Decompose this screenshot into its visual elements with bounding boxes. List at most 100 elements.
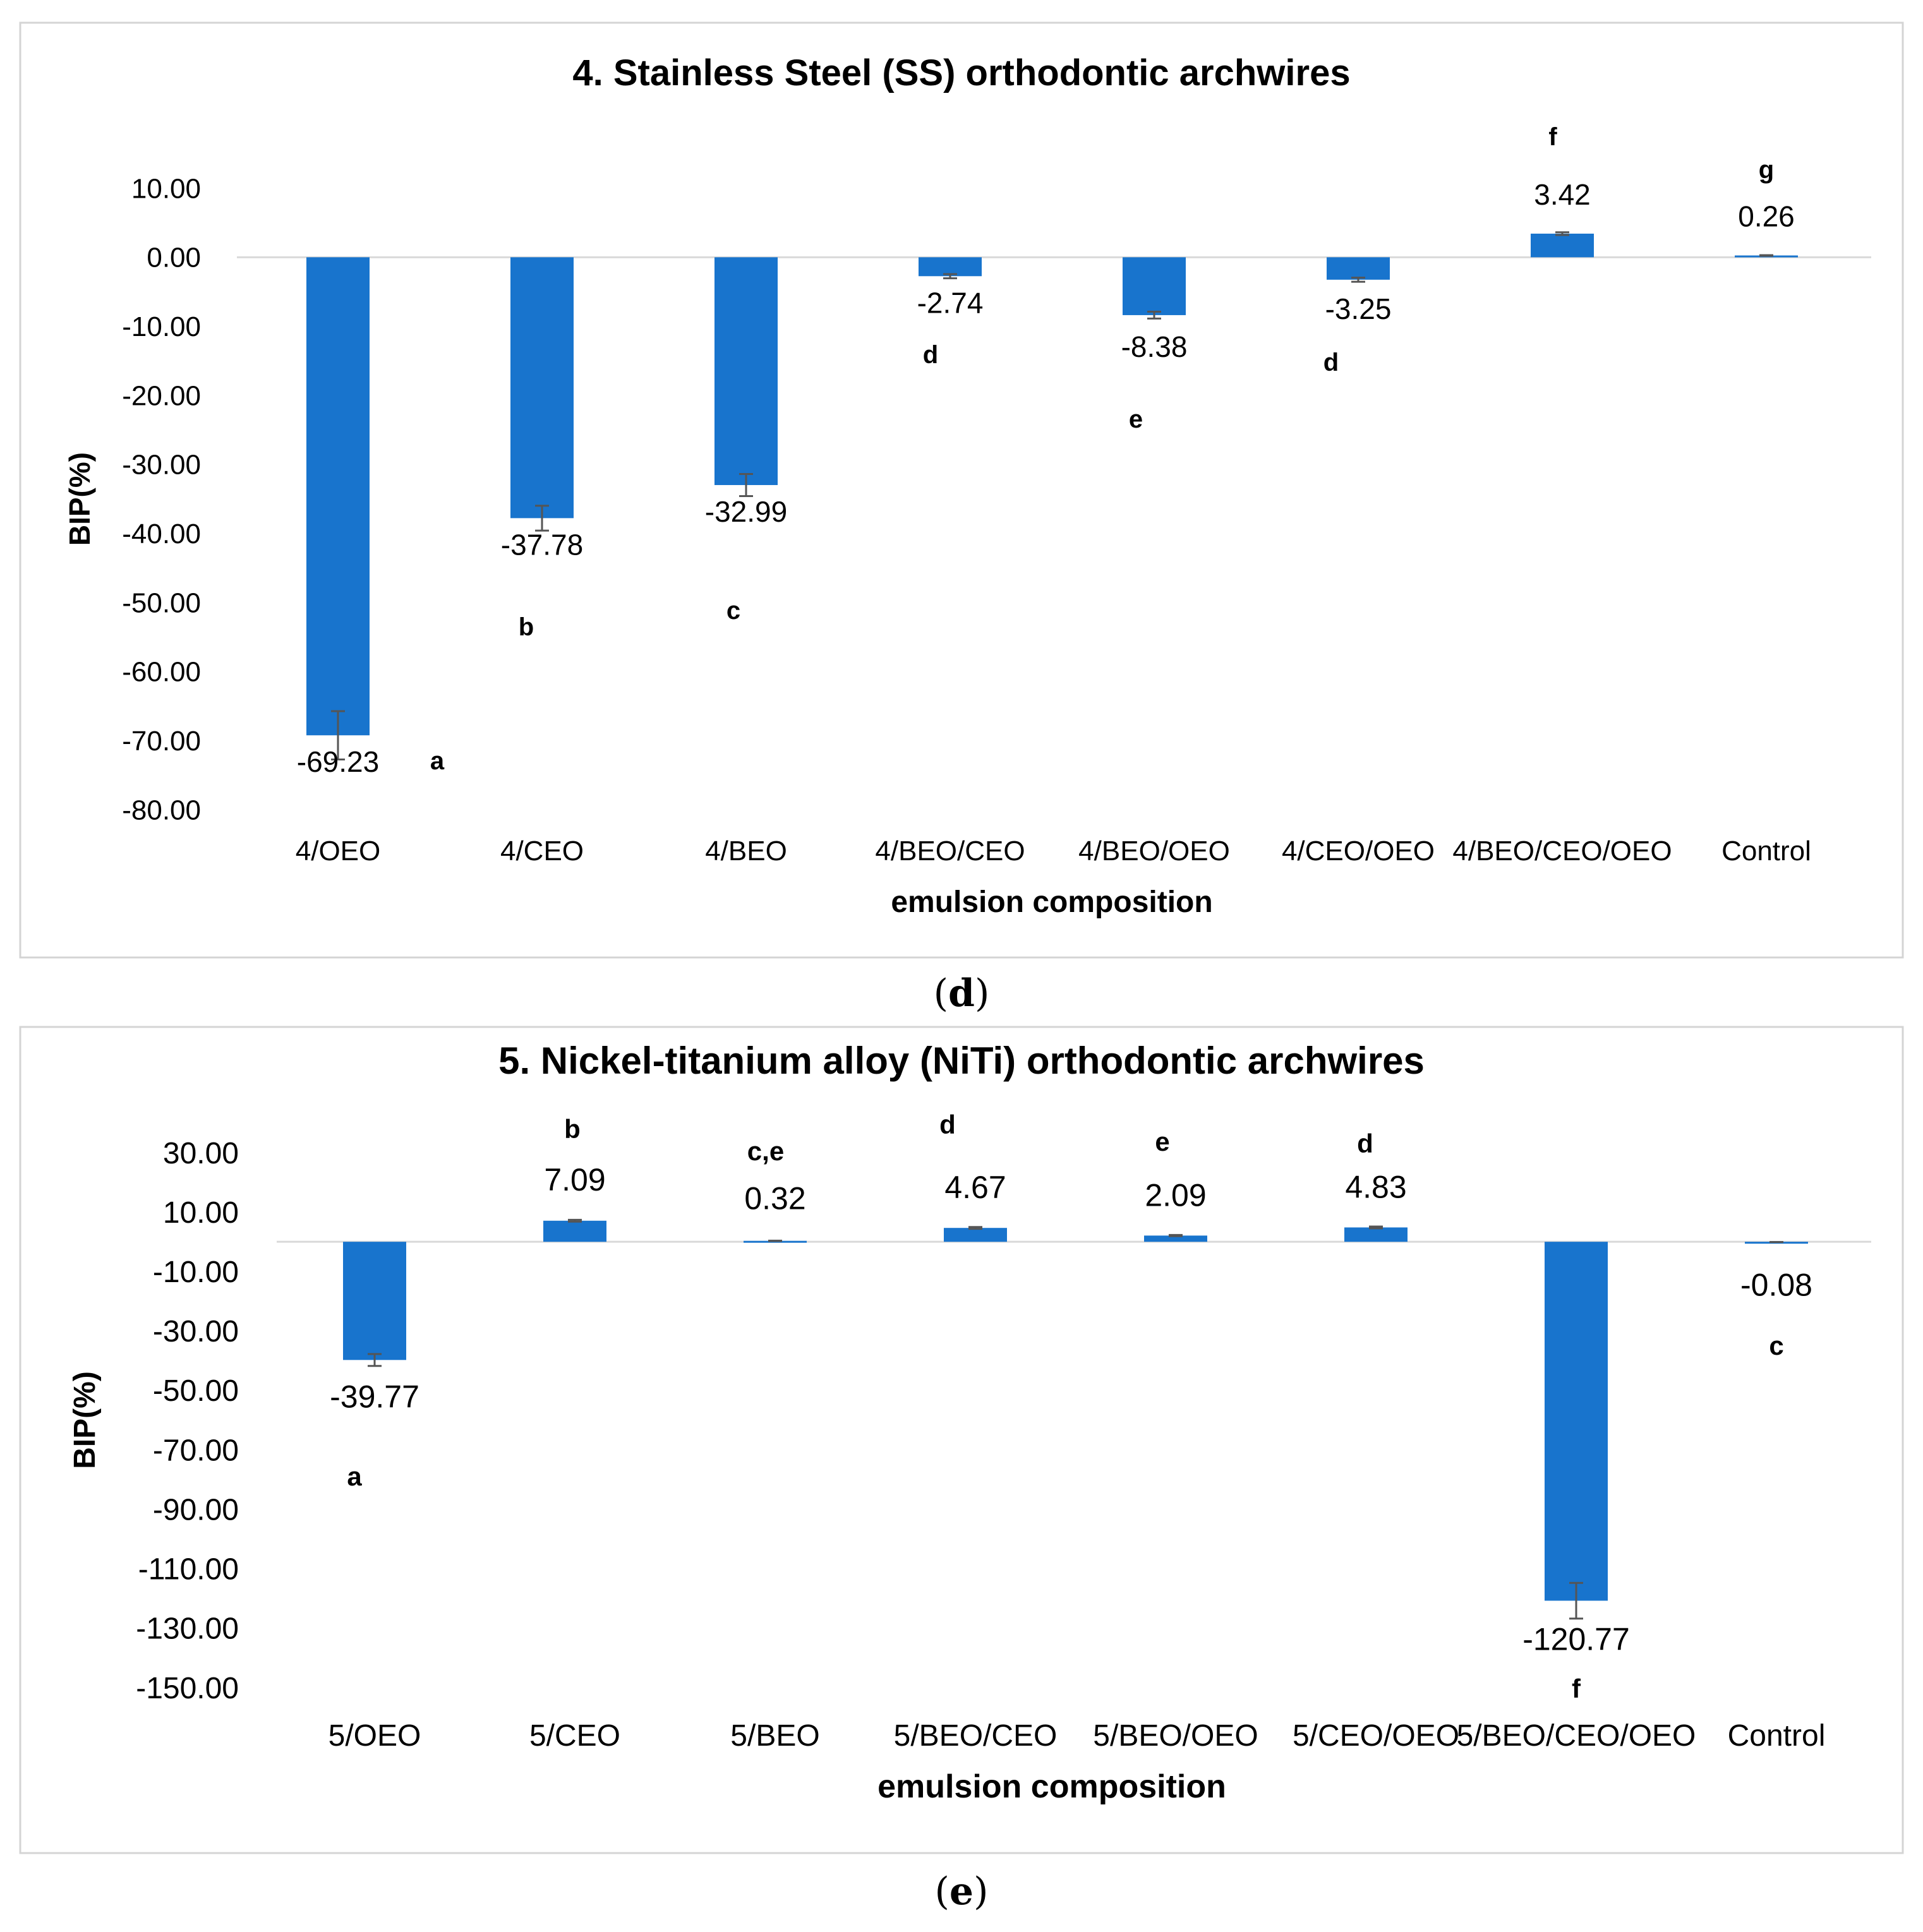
x-tick-label: Control — [1721, 836, 1811, 867]
data-label: -0.08 — [1740, 1268, 1812, 1303]
data-label: 0.32 — [744, 1181, 805, 1216]
x-tick-label: 5/OEO — [329, 1719, 421, 1753]
bar — [343, 1242, 406, 1360]
x-tick-label: Control — [1728, 1719, 1826, 1753]
bar — [1123, 257, 1186, 315]
y-tick-label: -20.00 — [122, 380, 201, 411]
data-label: -69.23 — [297, 745, 379, 778]
chart-frame — [19, 21, 1904, 959]
significance-letter: d — [939, 1110, 956, 1139]
x-tick-label: 4/CEO — [500, 836, 584, 867]
error-bar — [943, 273, 957, 280]
significance-letter: d — [1357, 1129, 1373, 1158]
error-bar — [535, 505, 549, 532]
y-axis-label: BIP(%) — [68, 1371, 102, 1469]
significance-letter: c — [726, 597, 740, 625]
bar — [306, 257, 370, 736]
panel-label-e: (e) — [934, 1869, 989, 1914]
chart-title: 5. Nickel-titanium alloy (NiTi) orthodon… — [498, 1040, 1425, 1082]
data-label: -32.99 — [705, 495, 787, 528]
data-label: 4.67 — [944, 1170, 1006, 1205]
x-tick-label: 4/BEO/CEO/OEO — [1452, 836, 1672, 867]
significance-letter: g — [1759, 156, 1774, 184]
x-tick-label: 4/BEO/OEO — [1078, 836, 1230, 867]
panel-label-d: (d) — [933, 971, 990, 1016]
x-tick-label: 4/CEO/OEO — [1282, 836, 1435, 867]
error-bar — [968, 1226, 982, 1230]
x-tick-label: 5/BEO/OEO — [1093, 1719, 1258, 1753]
chart-niti: 5. Nickel-titanium alloy (NiTi) orthodon… — [19, 1026, 1904, 1854]
chart-panel-e: 5. Nickel-titanium alloy (NiTi) orthodon… — [0, 1011, 1923, 1932]
y-tick-label: 30.00 — [163, 1137, 239, 1170]
y-tick-label: -70.00 — [153, 1434, 239, 1467]
x-tick-label: 5/CEO/OEO — [1293, 1719, 1459, 1753]
bar — [1344, 1227, 1408, 1242]
y-tick-label: -110.00 — [138, 1553, 239, 1587]
x-tick-label: 4/OEO — [296, 836, 381, 867]
data-label: 0.26 — [1738, 200, 1795, 232]
data-label: -8.38 — [1121, 330, 1188, 363]
data-label: -3.25 — [1325, 292, 1392, 325]
y-tick-label: -80.00 — [122, 795, 201, 825]
bar — [1531, 233, 1594, 258]
error-bar — [1759, 254, 1773, 257]
error-bar — [368, 1353, 382, 1367]
y-tick-label: -50.00 — [122, 587, 201, 618]
data-label: -37.78 — [501, 528, 583, 561]
bar — [1545, 1242, 1608, 1601]
x-tick-label: 5/BEO/CEO/OEO — [1457, 1719, 1696, 1753]
error-bar — [1555, 231, 1569, 236]
significance-letter: e — [1155, 1127, 1169, 1156]
x-tick-label: 4/BEO — [705, 836, 787, 867]
error-bar — [331, 710, 345, 761]
significance-letter: e — [1129, 405, 1143, 433]
significance-letter: a — [430, 747, 445, 775]
significance-letter: b — [519, 613, 534, 641]
data-label: 7.09 — [544, 1162, 605, 1197]
error-bar — [739, 473, 753, 498]
y-tick-label: 0.00 — [147, 243, 201, 273]
bar — [714, 257, 778, 486]
x-axis-label: emulsion composition — [891, 885, 1212, 919]
data-label: -120.77 — [1522, 1621, 1630, 1657]
significance-letter: c,e — [747, 1136, 784, 1166]
data-label: -39.77 — [330, 1379, 419, 1414]
error-bar — [1569, 1581, 1583, 1620]
significance-letter: b — [564, 1114, 581, 1144]
data-label: 4.83 — [1345, 1169, 1406, 1204]
data-label: 2.09 — [1145, 1177, 1206, 1213]
y-tick-label: -130.00 — [136, 1612, 239, 1646]
bar — [1327, 257, 1390, 280]
x-axis-label: emulsion composition — [877, 1768, 1226, 1805]
x-tick-label: 5/CEO — [529, 1719, 620, 1753]
significance-letter: f — [1572, 1674, 1581, 1703]
significance-letter: c — [1769, 1331, 1783, 1360]
bar — [543, 1220, 606, 1242]
data-label: 3.42 — [1534, 178, 1591, 211]
significance-letter: a — [347, 1461, 362, 1491]
error-bar — [568, 1218, 582, 1223]
error-bar — [1351, 277, 1365, 283]
y-tick-label: -50.00 — [153, 1374, 239, 1408]
data-label: -2.74 — [917, 286, 984, 319]
panel-label-e-letter: e — [949, 1869, 974, 1914]
error-bar — [1369, 1225, 1383, 1230]
y-tick-label: -70.00 — [122, 726, 201, 757]
x-tick-label: 5/BEO/CEO — [894, 1719, 1058, 1753]
y-tick-label: -10.00 — [122, 311, 201, 342]
y-tick-label: 10.00 — [131, 173, 201, 204]
chart-title: 4. Stainless Steel (SS) orthodontic arch… — [572, 52, 1350, 93]
y-tick-label: -40.00 — [122, 519, 201, 549]
bar — [944, 1228, 1007, 1242]
y-tick-label: -60.00 — [122, 657, 201, 688]
x-tick-label: 5/BEO — [730, 1719, 819, 1753]
y-axis-label: BIP(%) — [63, 452, 96, 546]
x-tick-label: 4/BEO/CEO — [875, 836, 1025, 867]
y-tick-label: -30.00 — [122, 450, 201, 481]
significance-letter: d — [923, 341, 938, 369]
panel-label-d-letter: d — [948, 971, 975, 1016]
chart-ss: 4. Stainless Steel (SS) orthodontic arch… — [19, 21, 1904, 959]
y-tick-label: -10.00 — [153, 1256, 239, 1289]
bar — [1144, 1235, 1207, 1242]
